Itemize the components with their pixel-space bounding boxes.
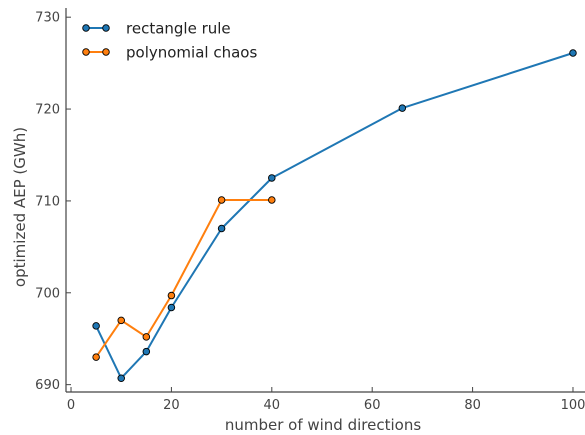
data-point — [217, 196, 226, 204]
data-point — [117, 316, 125, 325]
x-tick-label: 80 — [464, 398, 481, 413]
series-0 — [92, 49, 577, 382]
y-tick-label: 730 — [35, 11, 60, 26]
legend: rectangle rule polynomial chaos — [82, 20, 257, 62]
series-1 — [92, 196, 276, 361]
y-tick-label: 720 — [35, 103, 60, 118]
data-point — [92, 353, 100, 361]
series-line — [95, 199, 272, 358]
y-tick-label: 690 — [35, 378, 60, 393]
legend-label: polynomial chaos — [126, 44, 257, 62]
series-layer — [92, 49, 577, 382]
series-line — [95, 52, 574, 380]
x-tick-label: 20 — [163, 398, 180, 413]
legend-entry: polynomial chaos — [82, 44, 257, 62]
data-point — [142, 347, 151, 356]
x-tick-label: 40 — [264, 398, 281, 413]
legend-marker — [82, 24, 90, 32]
data-point — [217, 224, 226, 233]
legend-entry: rectangle rule — [82, 20, 231, 38]
legend-marker — [102, 48, 110, 56]
legend-label: rectangle rule — [126, 20, 231, 38]
data-point — [167, 303, 176, 312]
x-tick-label: 0 — [67, 398, 75, 413]
data-point — [268, 196, 276, 204]
legend-marker — [82, 48, 90, 56]
data-point — [569, 49, 577, 57]
data-point — [117, 374, 125, 382]
y-tick-label: 700 — [35, 286, 60, 301]
axes: 0 20 40 60 80 100 690 700 710 720 730 — [35, 8, 585, 413]
x-axis-label: number of wind directions — [225, 416, 422, 434]
x-tick-label: 100 — [561, 398, 585, 413]
data-point — [92, 322, 100, 330]
y-axis-label: optimized AEP (GWh) — [11, 127, 29, 287]
y-tick-label: 710 — [35, 194, 60, 209]
data-point — [142, 333, 151, 341]
x-tick-label: 60 — [364, 398, 381, 413]
data-point — [398, 104, 407, 112]
data-point — [167, 291, 176, 300]
legend-marker — [102, 24, 110, 32]
data-point — [268, 174, 276, 182]
